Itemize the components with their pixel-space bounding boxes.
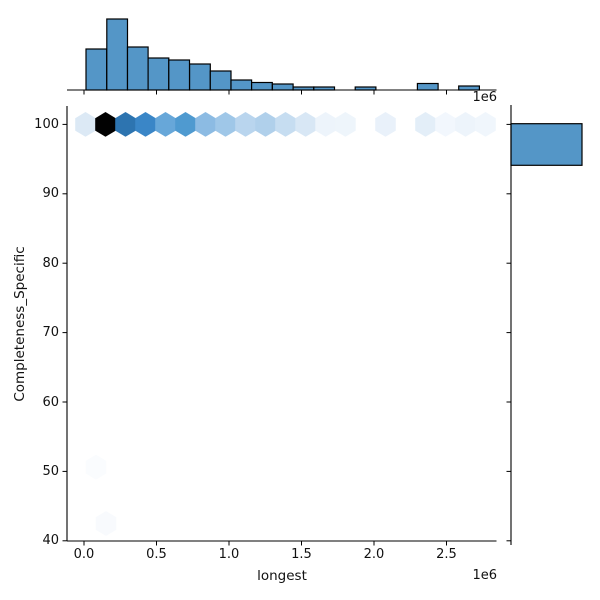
hexbin-cell [215,112,236,137]
top-marginal-bar [147,57,170,91]
hexbin-cell [95,112,116,137]
y-axis-label: Completeness_Specific [12,246,28,402]
x-tick-label: 1.5 [291,547,312,562]
y-tick-label: 100 [34,116,59,132]
top-marginal-bar [168,59,191,91]
hexbin-cell [95,511,117,536]
hexbin-cell [235,112,256,137]
x-tick-label: 0.5 [146,547,167,562]
x-offset-text-top: 1e6 [472,90,497,105]
hexbin-cell [85,454,107,480]
hexbin-cell [255,112,276,137]
hexbin-cell [375,112,396,137]
hexbin-cell [155,112,176,137]
hexbin-cell [315,112,336,137]
hexbin-cell [415,112,436,137]
top-marginal-bar [251,81,273,91]
hexbin-cell [195,112,216,137]
top-marginal-bar [189,63,211,91]
top-marginal-bar [271,83,294,91]
hexbin-cell [75,112,96,137]
x-tick-label: 1.0 [218,547,240,562]
y-tick-label: 40 [42,533,59,549]
hexbin-cell [455,112,476,137]
hexbin-cell [115,112,136,137]
hexbin-cell [295,112,316,137]
hexbin-cell [475,112,496,137]
y-tick-label: 90 [42,186,59,202]
hexbin-cell [275,112,296,137]
y-tick-label: 70 [42,325,59,341]
y-tick-label: 50 [42,463,59,479]
top-marginal-bar [416,82,439,91]
x-tick-label: 2.0 [363,547,385,562]
hexbin-cell [175,112,196,137]
top-marginal-bar [230,79,253,91]
top-marginal-bar [209,70,232,91]
y-tick-label: 80 [42,255,59,271]
top-marginal-bar [85,48,108,91]
hexbin-cell [335,112,356,137]
hexbin-cell [435,112,456,137]
top-marginal-bar [106,18,129,91]
top-marginal-bar [126,46,149,91]
x-tick-label: 0.0 [73,547,95,562]
y-tick-label: 60 [42,394,59,410]
right-marginal-bar [510,123,583,166]
x-axis-label: longest [257,568,307,584]
x-offset-text-bottom: 1e6 [472,568,497,583]
x-tick-label: 2.5 [436,547,457,562]
hexbin-cell [135,112,156,137]
